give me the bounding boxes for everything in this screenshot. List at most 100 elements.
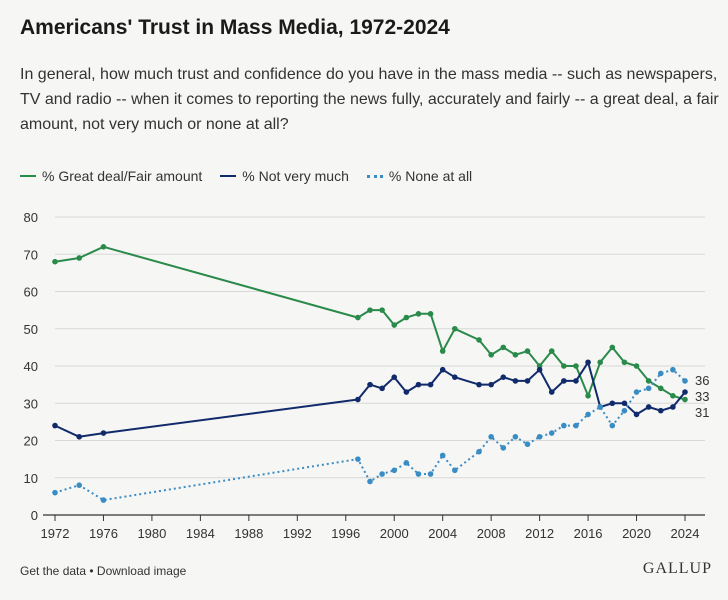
footer-separator: •	[86, 564, 97, 578]
y-tick-label: 60	[24, 285, 38, 300]
x-tick-label: 2016	[574, 526, 603, 541]
data-point	[585, 359, 591, 366]
data-point	[536, 433, 543, 440]
x-tick-label: 1972	[41, 526, 70, 541]
data-point	[524, 378, 531, 384]
data-point	[52, 258, 58, 265]
data-point	[476, 448, 482, 455]
data-point	[415, 381, 422, 388]
y-tick-label: 70	[24, 247, 38, 262]
gallup-logo: GALLUP	[642, 560, 712, 577]
data-point	[548, 348, 555, 354]
data-point	[561, 422, 567, 429]
x-tick-label: 2012	[525, 526, 554, 541]
legend-label: % Not very much	[242, 168, 349, 184]
y-tick-label: 80	[24, 210, 38, 225]
data-point	[76, 255, 83, 261]
data-point	[391, 467, 398, 474]
data-point	[609, 400, 616, 407]
data-point	[682, 378, 688, 384]
data-point	[609, 344, 616, 351]
data-point	[391, 322, 398, 328]
y-tick-label: 30	[24, 396, 38, 411]
data-point	[439, 452, 446, 459]
data-point	[657, 385, 664, 392]
data-point	[633, 389, 640, 395]
data-point	[561, 363, 567, 369]
data-point	[524, 348, 531, 354]
legend: % Great deal/Fair amount % Not very much…	[20, 168, 490, 184]
y-tick-label: 10	[24, 471, 38, 486]
legend-swatch-blue	[366, 174, 383, 178]
data-point	[512, 433, 519, 440]
x-tick-label: 1976	[89, 526, 118, 541]
y-tick-label: 50	[24, 322, 38, 337]
x-tick-label: 1984	[186, 526, 215, 541]
data-point	[100, 430, 107, 436]
data-point	[597, 359, 603, 366]
series-line-1	[54, 361, 686, 438]
x-tick-label: 2008	[477, 526, 506, 541]
data-point	[488, 381, 494, 388]
data-point	[657, 407, 664, 414]
data-point	[379, 471, 385, 477]
data-point	[633, 411, 640, 418]
data-point	[379, 385, 385, 392]
data-point	[621, 407, 628, 414]
data-point	[476, 337, 482, 343]
data-point	[488, 352, 494, 358]
legend-item-great-deal: % Great deal/Fair amount	[20, 168, 202, 184]
data-point	[355, 314, 361, 321]
data-point	[379, 307, 385, 313]
legend-swatch-navy	[220, 175, 237, 177]
data-point	[524, 441, 531, 448]
data-point	[403, 314, 410, 321]
get-data-link[interactable]: Get the data	[20, 564, 87, 578]
data-point	[427, 471, 434, 477]
data-point	[367, 478, 373, 485]
series-end-label: 31	[695, 405, 709, 420]
data-point	[670, 366, 676, 373]
data-point	[100, 497, 107, 503]
series-end-label: 33	[695, 389, 709, 404]
legend-swatch-green	[20, 175, 36, 177]
chart-title: Americans' Trust in Mass Media, 1972-202…	[20, 16, 450, 39]
data-point	[403, 389, 410, 395]
data-point	[621, 400, 628, 407]
data-point	[476, 381, 482, 388]
legend-item-not-very-much: % Not very much	[220, 168, 349, 184]
data-point	[427, 381, 434, 388]
legend-item-none-at-all: % None at all	[366, 168, 472, 184]
data-point	[670, 393, 676, 399]
data-point	[657, 370, 664, 377]
data-point	[500, 374, 507, 380]
data-point	[76, 482, 83, 489]
data-point	[597, 404, 603, 410]
data-point	[512, 352, 519, 358]
x-tick-label: 1988	[234, 526, 263, 541]
data-point	[452, 467, 458, 474]
data-point	[682, 389, 688, 395]
data-point	[645, 404, 652, 410]
series-line-0	[54, 245, 686, 401]
x-tick-label: 2000	[380, 526, 409, 541]
x-tick-label: 1992	[283, 526, 312, 541]
data-point	[488, 433, 494, 440]
data-point	[415, 311, 422, 317]
data-point	[670, 404, 676, 410]
data-point	[391, 374, 398, 380]
x-tick-label: 2004	[428, 526, 457, 541]
data-point	[76, 433, 83, 440]
line-chart: 0 10 20 30 40 50 60 70 80 1972 1976 1980 1984 1988 199…	[24, 210, 710, 541]
footer-links: Get the data • Download image	[20, 564, 186, 578]
download-image-link[interactable]: Download image	[96, 564, 187, 578]
x-tick-label: 1980	[137, 526, 166, 541]
chart-subtitle: In general, how much trust and confidenc…	[20, 66, 719, 133]
data-point	[439, 366, 446, 373]
data-point	[682, 396, 688, 403]
data-point	[609, 422, 616, 429]
data-point	[452, 325, 458, 332]
data-point	[645, 385, 652, 392]
data-point	[645, 378, 652, 384]
data-point	[367, 307, 373, 313]
